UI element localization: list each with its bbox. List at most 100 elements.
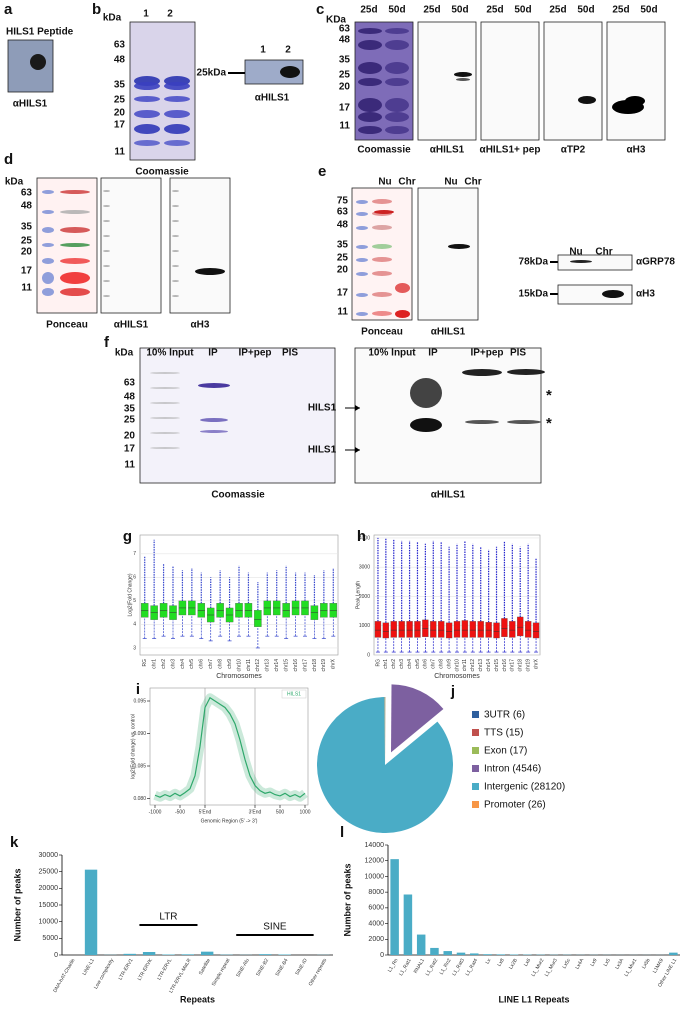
lane-label: IP — [208, 348, 218, 359]
marker-label: 20 — [124, 431, 136, 442]
x-tick-label: Lx5 — [603, 957, 612, 967]
stain-label: Coomassie — [135, 167, 189, 178]
pie-slice — [317, 697, 453, 833]
lane-label: IP+pep — [470, 348, 503, 359]
band — [134, 140, 160, 146]
legend-swatch — [472, 729, 479, 736]
band — [570, 260, 592, 263]
marker-label: 20 — [114, 108, 126, 119]
unit-label: kDa — [5, 177, 24, 188]
x-tick-label: Lx6 — [523, 957, 532, 967]
band — [358, 40, 382, 50]
band — [42, 258, 54, 264]
x-axis-label: Chromosomes — [216, 673, 262, 680]
band — [60, 227, 90, 233]
plot-frame — [149, 687, 309, 806]
band — [195, 268, 225, 275]
bar — [496, 954, 506, 955]
box — [517, 616, 524, 637]
y-tick-label: 2000 — [368, 936, 384, 943]
x-tick-label: chr15 — [494, 659, 500, 672]
band — [410, 418, 442, 432]
legend-swatch — [472, 765, 479, 772]
y-tick-label: 5000 — [42, 935, 58, 942]
marker-label: 17 — [124, 444, 136, 455]
band — [60, 190, 90, 194]
x-tick-label: -1000 — [149, 809, 162, 815]
star-label: * — [546, 387, 552, 404]
bar — [200, 951, 214, 955]
antibody-label: αHILS1 — [114, 320, 149, 331]
y-tick-label: 30000 — [39, 852, 59, 859]
band — [172, 205, 179, 207]
x-tick-label: chr2 — [161, 659, 167, 669]
band — [103, 205, 110, 207]
band — [164, 110, 190, 118]
band — [602, 290, 624, 298]
y-tick-label: 1000 — [359, 623, 370, 629]
band — [164, 124, 190, 134]
marker-label: 11 — [124, 460, 135, 471]
box — [382, 622, 390, 639]
x-tick-label: 3'End — [249, 809, 262, 815]
lane-label: 50d — [388, 5, 405, 16]
marker-label: 35 — [339, 55, 351, 66]
x-tick-label: chr17 — [510, 659, 516, 672]
y-tick-label: 15000 — [39, 902, 59, 909]
bar — [456, 952, 466, 955]
marker-label: 63 — [339, 24, 351, 35]
band — [103, 280, 110, 282]
band — [60, 272, 90, 284]
marker-label: 48 — [124, 392, 136, 403]
marker-label: 17 — [114, 120, 126, 131]
x-tick-label: chr2 — [391, 659, 397, 669]
marker-label: 35 — [337, 240, 349, 251]
antibody-label: αH3 — [627, 145, 646, 156]
marker-label: 11 — [114, 147, 125, 158]
band — [200, 418, 228, 422]
lane-label: 1 — [143, 9, 149, 20]
y-tick-label: 8000 — [368, 889, 384, 896]
marker-label: 48 — [337, 220, 349, 231]
arrow-head — [355, 447, 360, 453]
band — [358, 62, 382, 74]
band — [150, 402, 180, 404]
antibody-label: Ponceau — [361, 327, 403, 338]
dot-signal — [30, 54, 46, 70]
marker-label: 11 — [21, 283, 32, 294]
x-tick-label: chr5 — [415, 659, 421, 669]
x-tick-label: chr6 — [423, 659, 429, 669]
x-tick-label: chr11 — [246, 659, 252, 671]
blot-frame — [543, 21, 603, 141]
box — [438, 621, 445, 638]
band — [356, 272, 368, 276]
box — [469, 621, 476, 638]
bar — [483, 954, 492, 955]
box — [477, 621, 484, 638]
y-tick-label: 3 — [133, 645, 136, 651]
x-tick-label: chr19 — [525, 659, 531, 672]
band — [372, 257, 392, 262]
x-tick-label: chr4 — [407, 659, 413, 669]
bar — [278, 954, 291, 955]
band — [356, 226, 368, 230]
blot-frame — [351, 187, 413, 321]
band — [164, 82, 190, 90]
x-tick-label: chr8 — [439, 659, 445, 669]
x-tick-label: chr10 — [236, 659, 242, 672]
blot-frame — [606, 21, 666, 141]
x-tick-label: Lx8 — [496, 957, 505, 967]
marker-label: 63 — [114, 40, 126, 51]
band — [462, 369, 502, 376]
band — [134, 110, 160, 118]
lane-label: PIS — [510, 348, 526, 359]
marker-label: 20 — [21, 247, 33, 258]
box — [390, 621, 397, 638]
lane-label: IP — [428, 348, 438, 359]
antibody-label: αHILS1 — [255, 93, 290, 104]
band — [410, 378, 442, 408]
box — [398, 621, 405, 638]
y-axis-label: Number of peaks — [342, 863, 352, 936]
x-tick-label: chr11 — [462, 659, 468, 671]
